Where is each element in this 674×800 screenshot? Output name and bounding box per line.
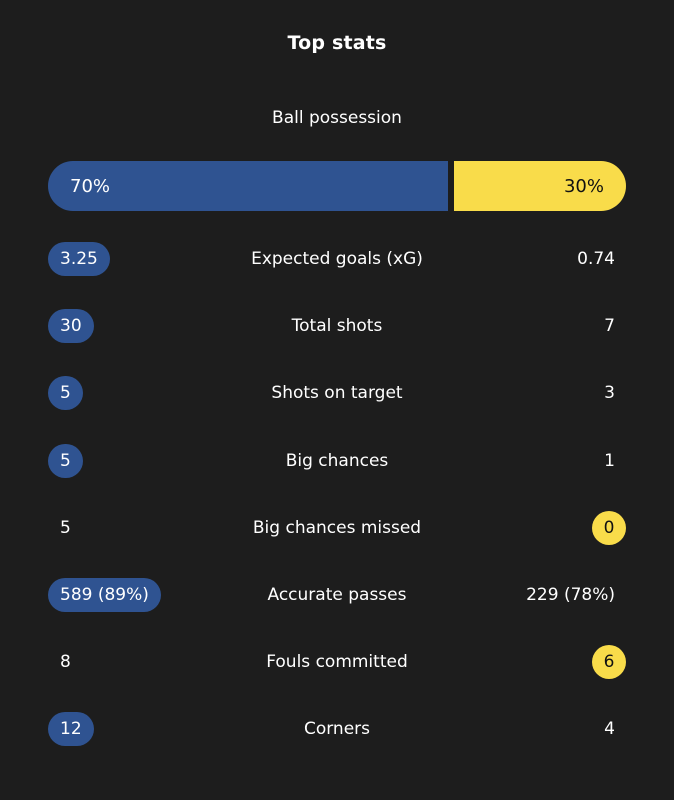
stat-home-value: 12 <box>48 712 94 746</box>
stat-label: Big chances <box>285 451 389 471</box>
stat-label: Accurate passes <box>267 585 407 605</box>
stat-home-value: 8 <box>60 652 71 672</box>
possession-bar: 70% 30% <box>48 161 626 211</box>
panel-title: Top stats <box>287 32 387 54</box>
stat-row-accurate-passes: 589 (89%) Accurate passes 229 (78%) <box>48 578 626 612</box>
stat-away-value: 4 <box>604 719 615 739</box>
stat-away-value: 229 (78%) <box>526 585 615 605</box>
possession-home-value: 70% <box>70 175 111 197</box>
stat-row-big-chances: 5 Big chances 1 <box>48 444 626 478</box>
stat-away-value: 6 <box>592 645 626 679</box>
possession-home-segment: 70% <box>48 161 448 211</box>
stat-row-corners: 12 Corners 4 <box>48 712 626 746</box>
stat-home-value: 5 <box>48 444 83 478</box>
possession-away-value: 30% <box>563 175 604 197</box>
stat-row-shots-on-target: 5 Shots on target 3 <box>48 376 626 410</box>
stat-label: Shots on target <box>271 383 403 403</box>
stat-label: Fouls committed <box>266 652 408 672</box>
stat-home-value: 3.25 <box>48 242 110 276</box>
possession-label: Ball possession <box>272 108 402 128</box>
possession-away-segment: 30% <box>454 161 626 211</box>
stat-away-value: 7 <box>604 316 615 336</box>
stat-row-expected-goals: 3.25 Expected goals (xG) 0.74 <box>48 242 626 276</box>
stat-away-value: 0.74 <box>577 249 615 269</box>
stat-label: Expected goals (xG) <box>251 249 423 269</box>
stat-row-fouls-committed: 8 Fouls committed 6 <box>48 645 626 679</box>
stat-label: Big chances missed <box>252 518 422 538</box>
stat-home-value: 5 <box>60 518 71 538</box>
stat-row-total-shots: 30 Total shots 7 <box>48 309 626 343</box>
stat-label: Corners <box>303 719 371 739</box>
stat-home-value: 30 <box>48 309 94 343</box>
stat-away-value: 0 <box>592 511 626 545</box>
stat-away-value: 1 <box>604 451 615 471</box>
stat-row-big-chances-missed: 5 Big chances missed 0 <box>48 511 626 545</box>
stat-home-value: 589 (89%) <box>48 578 161 612</box>
stat-away-value: 3 <box>604 383 615 403</box>
stat-home-value: 5 <box>48 376 83 410</box>
stat-label: Total shots <box>291 316 383 336</box>
